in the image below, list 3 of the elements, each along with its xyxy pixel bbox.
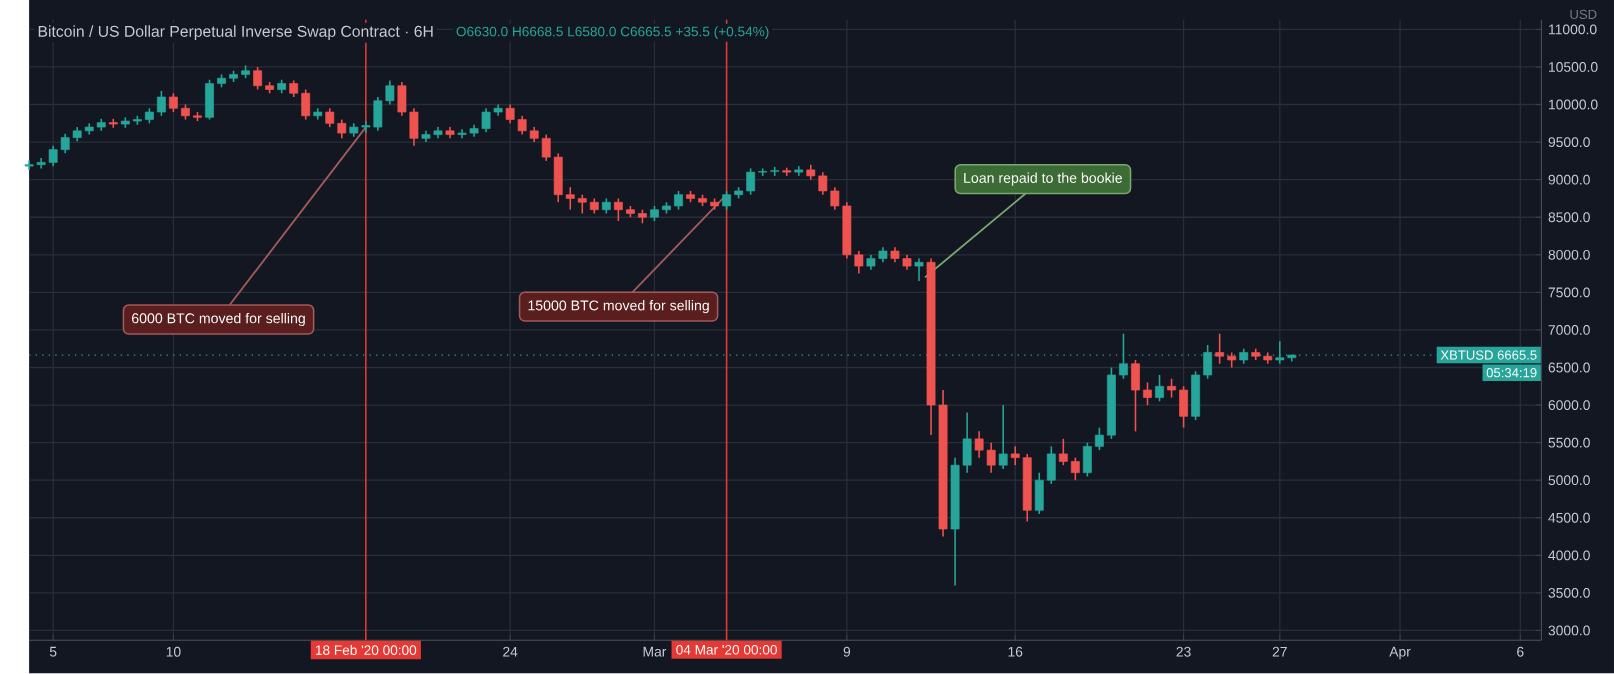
candlestick [998, 404, 1008, 470]
candlestick [1155, 374, 1164, 403]
candlestick [914, 257, 924, 283]
